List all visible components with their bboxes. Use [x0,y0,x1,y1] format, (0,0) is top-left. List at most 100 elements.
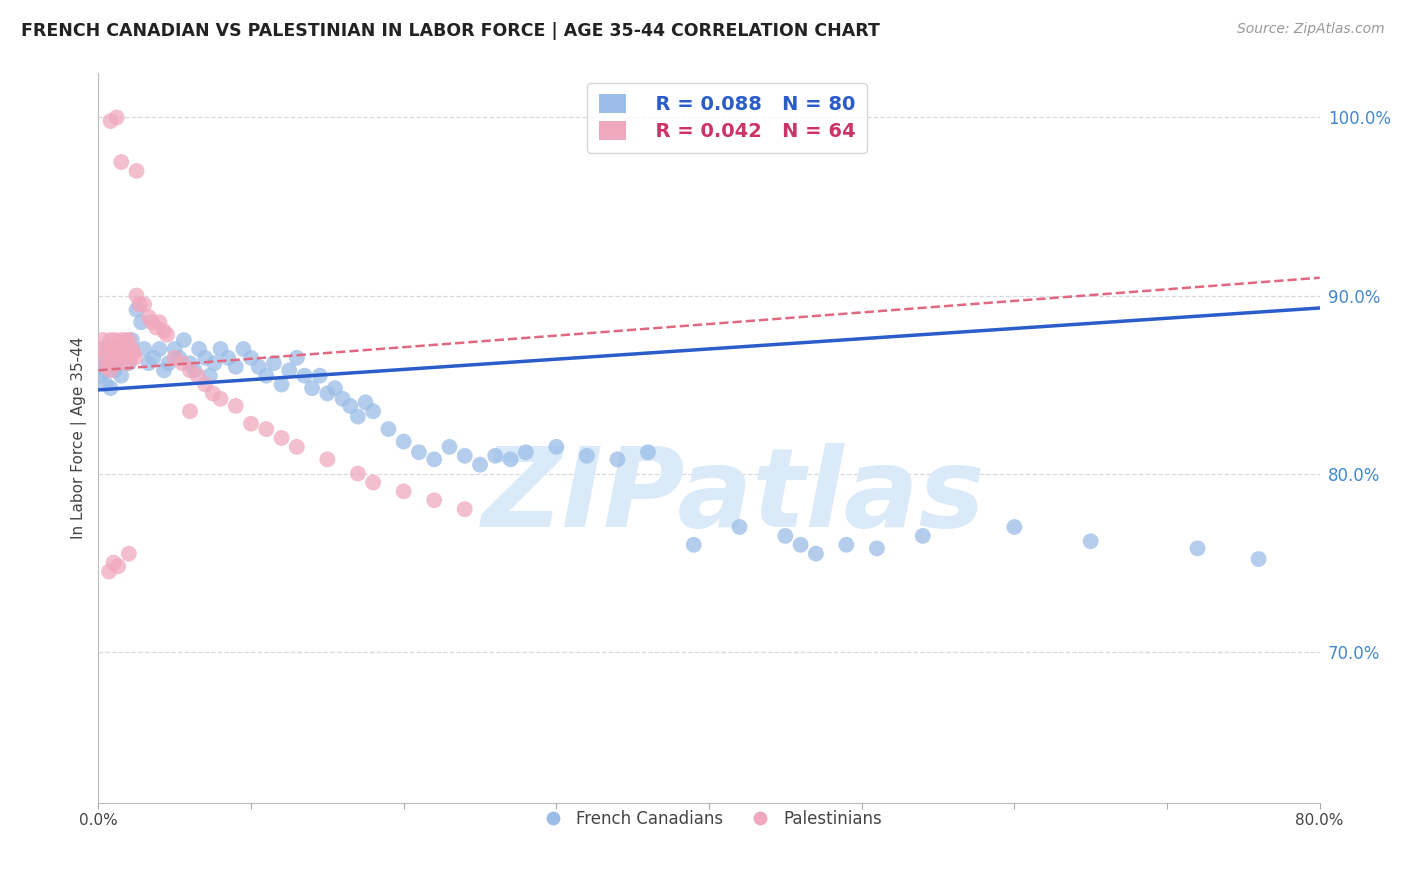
Text: ZIPatlas: ZIPatlas [482,442,986,549]
Point [112,345,135,359]
Point [118,333,141,347]
Point [94,359,117,374]
Point [789,538,811,552]
Point [911,529,934,543]
Point [142,351,165,365]
Point [263,356,285,370]
Point [148,315,170,329]
Point [110,155,132,169]
Point [141,315,163,329]
Point [575,449,598,463]
Point [96,342,118,356]
Point [361,404,384,418]
Point [454,502,477,516]
Point [209,342,232,356]
Point [225,399,247,413]
Point [866,541,889,556]
Point [254,368,277,383]
Point [392,434,415,449]
Point [194,351,217,365]
Point [546,440,568,454]
Point [682,538,704,552]
Point [316,386,339,401]
Point [354,395,377,409]
Legend: French Canadians, Palestinians: French Canadians, Palestinians [530,804,889,835]
Point [423,452,446,467]
Point [294,368,316,383]
Point [107,342,129,356]
Point [1247,552,1270,566]
Point [240,417,263,431]
Point [100,114,122,128]
Point [145,320,167,334]
Point [247,359,270,374]
Point [107,559,129,574]
Point [225,359,247,374]
Point [332,392,354,406]
Point [454,449,477,463]
Point [240,351,263,365]
Point [468,458,491,472]
Point [484,449,506,463]
Point [183,363,205,377]
Point [361,475,384,490]
Point [138,356,160,370]
Point [217,351,239,365]
Point [129,315,152,329]
Point [104,333,127,347]
Point [515,445,537,459]
Point [201,386,224,401]
Point [423,493,446,508]
Point [167,351,190,365]
Point [138,310,160,324]
Point [285,351,308,365]
Point [254,422,277,436]
Point [101,351,124,365]
Point [90,368,112,383]
Point [103,351,125,365]
Point [301,381,323,395]
Point [173,333,195,347]
Point [91,356,114,370]
Point [179,404,201,418]
Point [187,368,209,383]
Point [100,333,122,347]
Point [112,345,135,359]
Point [104,363,127,377]
Point [804,547,827,561]
Point [100,381,122,395]
Point [179,363,201,377]
Point [98,356,121,370]
Point [172,356,194,370]
Point [93,351,115,365]
Point [775,529,797,543]
Point [124,351,146,365]
Point [101,359,124,374]
Point [153,363,176,377]
Point [121,333,143,347]
Point [347,409,370,424]
Point [100,363,122,377]
Point [114,356,136,370]
Point [232,342,254,356]
Point [94,377,117,392]
Point [128,297,150,311]
Point [91,333,114,347]
Point [96,342,118,356]
Point [93,363,115,377]
Point [148,342,170,356]
Point [1080,534,1102,549]
Point [278,363,301,377]
Point [408,445,430,459]
Point [107,342,129,356]
Point [163,351,186,365]
Point [111,338,134,352]
Point [125,302,148,317]
Text: FRENCH CANADIAN VS PALESTINIAN IN LABOR FORCE | AGE 35-44 CORRELATION CHART: FRENCH CANADIAN VS PALESTINIAN IN LABOR … [21,22,880,40]
Point [188,342,211,356]
Point [125,164,148,178]
Point [202,356,225,370]
Point [637,445,659,459]
Point [392,484,415,499]
Point [1002,520,1025,534]
